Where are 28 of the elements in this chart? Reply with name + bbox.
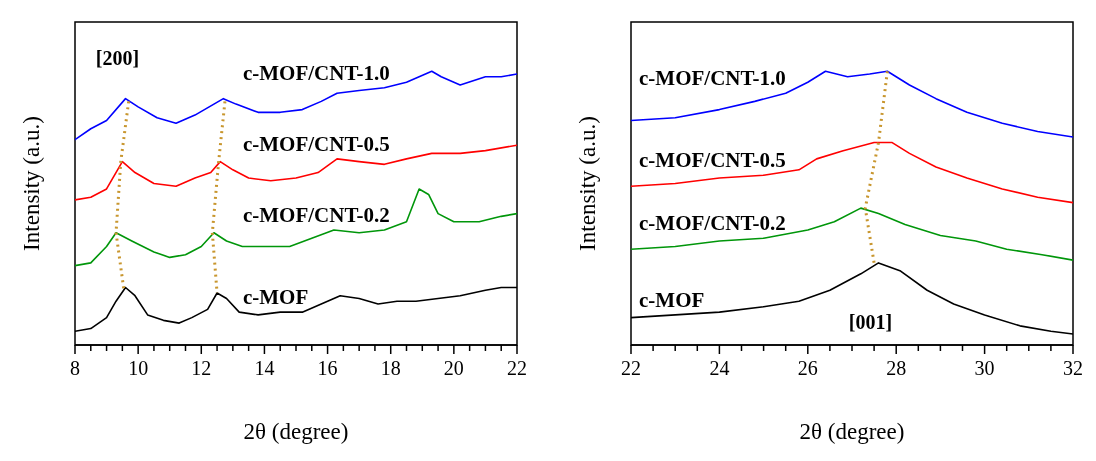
series-label: c-MOF/CNT-0.5 (639, 148, 786, 173)
series-label: c-MOF/CNT-1.0 (242, 60, 390, 85)
x-tick-label: 32 (1063, 357, 1083, 379)
annotation: [001] (848, 311, 893, 334)
x-tick-label: 24 (709, 357, 730, 379)
series-label: c-MOF/CNT-0.5 (242, 131, 390, 156)
x-tick-label: 8 (70, 357, 80, 379)
x-tick-label: 26 (797, 357, 818, 379)
series-label: c-MOF/CNT-0.2 (639, 211, 786, 236)
y-axis-title: Intensity (a.u.) (19, 116, 44, 251)
x-axis-title: 2θ (degree) (799, 419, 905, 444)
series-label: c-MOF/CNT-0.2 (242, 203, 390, 228)
y-axis-title: Intensity (a.u.) (575, 116, 600, 251)
x-tick-label: 22 (621, 357, 641, 379)
x-tick-label: 22 (507, 357, 527, 379)
x-tick-label: 20 (443, 357, 464, 379)
x-tick-label: 14 (254, 357, 275, 379)
x-tick-label: 12 (191, 357, 212, 379)
series-label: c-MOF/CNT-1.0 (639, 66, 786, 91)
x-tick-label: 18 (380, 357, 401, 379)
annotation: [200] (95, 47, 140, 70)
x-tick-label: 30 (974, 357, 995, 379)
x-tick-label: 10 (128, 357, 149, 379)
series-label: c-MOF (639, 287, 705, 312)
series-label: c-MOF (242, 285, 309, 310)
x-tick-label: 16 (317, 357, 338, 379)
x-tick-label: 28 (886, 357, 907, 379)
x-axis-title: 2θ (degree) (243, 419, 349, 444)
